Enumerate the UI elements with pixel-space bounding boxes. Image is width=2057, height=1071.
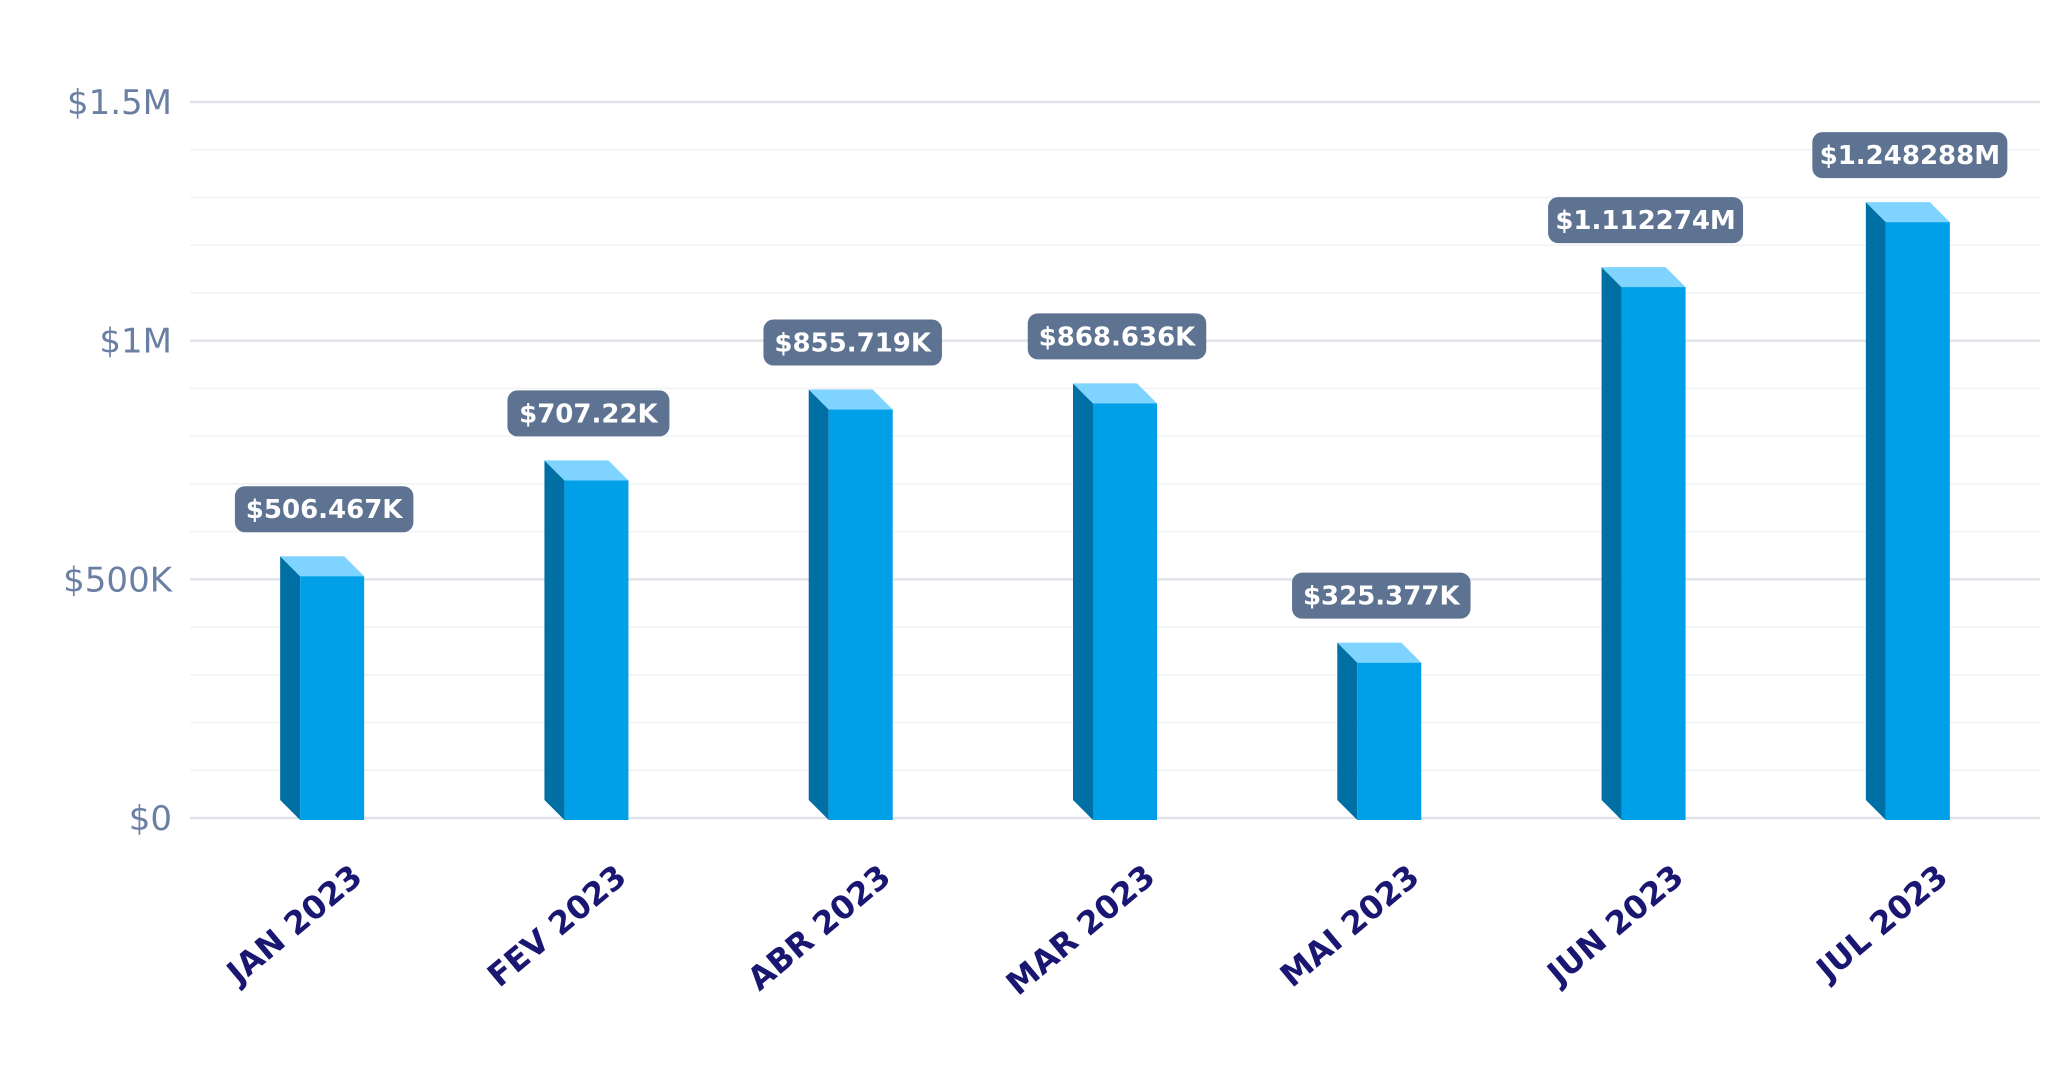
bar-front-face: [1621, 287, 1686, 820]
bar-side-face: [1601, 267, 1622, 820]
bar-top-face: [1073, 383, 1157, 404]
bar-side-face: [280, 556, 301, 820]
x-tick-label: JUL 2023: [1808, 857, 1955, 989]
data-label: $506.467K: [234, 486, 414, 533]
bar: [808, 389, 893, 820]
data-label-badge: [1812, 132, 2008, 179]
bar-top-face: [544, 460, 629, 481]
y-tick-label: $1M: [99, 322, 172, 362]
bar-side-face: [1337, 642, 1358, 820]
y-axis: $0 $500K $1M $1.5M: [63, 83, 174, 839]
bar-front-face: [564, 480, 629, 820]
y-tick-label: $0: [129, 799, 172, 839]
y-tick-label: $1.5M: [67, 83, 172, 123]
bar: [1337, 642, 1422, 820]
y-tick-label: $500K: [63, 560, 174, 600]
bar-side-face: [808, 389, 829, 820]
x-tick-label: JAN 2023: [218, 857, 369, 993]
data-label-text: $868.636K: [1039, 322, 1197, 352]
x-tick-label: JUN 2023: [1538, 857, 1690, 993]
bar-top-face: [1337, 642, 1422, 663]
data-label: $325.377K: [1292, 572, 1471, 619]
data-label-badge: [234, 486, 414, 533]
bar: [544, 460, 629, 820]
bar: [1601, 267, 1686, 820]
bar-side-face: [1073, 383, 1093, 820]
bar-front-face: [1357, 662, 1422, 820]
data-label: $707.22K: [507, 390, 670, 437]
data-label-badge: [763, 319, 942, 366]
data-label: $1.112274M: [1548, 197, 1744, 244]
bar-top-face: [1601, 267, 1686, 288]
data-label-text: $1.248288M: [1820, 141, 2000, 171]
bar-front-face: [1093, 403, 1157, 820]
x-tick-label: MAI 2023: [1273, 857, 1427, 995]
bar-top-face: [280, 556, 365, 577]
data-label-text: $855.719K: [774, 329, 932, 359]
x-axis: JAN 2023 FEV 2023 ABR 2023 MAR 2023 MAI 2023…: [218, 857, 1955, 1003]
data-label-text: $506.467K: [246, 495, 404, 525]
bar-top-face: [1865, 202, 1950, 223]
data-label-text: $1.112274M: [1555, 206, 1735, 236]
data-label-badge: [1548, 197, 1744, 244]
bar: [1073, 383, 1157, 820]
data-labels: $506.467K $707.22K $855.719K $868.636K $325.…: [234, 132, 2008, 619]
data-label: $855.719K: [763, 319, 942, 366]
bar-front-face: [1885, 222, 1950, 821]
data-label: $1.248288M: [1812, 132, 2008, 179]
x-tick-label: ABR 2023: [740, 857, 898, 998]
data-label-badge: [1027, 313, 1207, 360]
bar-side-face: [1865, 202, 1886, 821]
bar-side-face: [544, 460, 565, 820]
bar: [1865, 202, 1950, 821]
data-label-badge: [1292, 572, 1471, 619]
data-label-text: $325.377K: [1303, 582, 1461, 612]
x-tick-label: MAR 2023: [999, 857, 1162, 1003]
data-label: $868.636K: [1027, 313, 1207, 360]
bar-front-face: [828, 409, 893, 820]
x-tick-label: FEV 2023: [480, 857, 634, 995]
bar-top-face: [808, 389, 893, 410]
bar: [280, 556, 365, 820]
data-label-text: $707.22K: [519, 399, 658, 429]
bar-front-face: [300, 576, 365, 820]
data-label-badge: [507, 390, 670, 437]
bars: [280, 202, 1950, 821]
